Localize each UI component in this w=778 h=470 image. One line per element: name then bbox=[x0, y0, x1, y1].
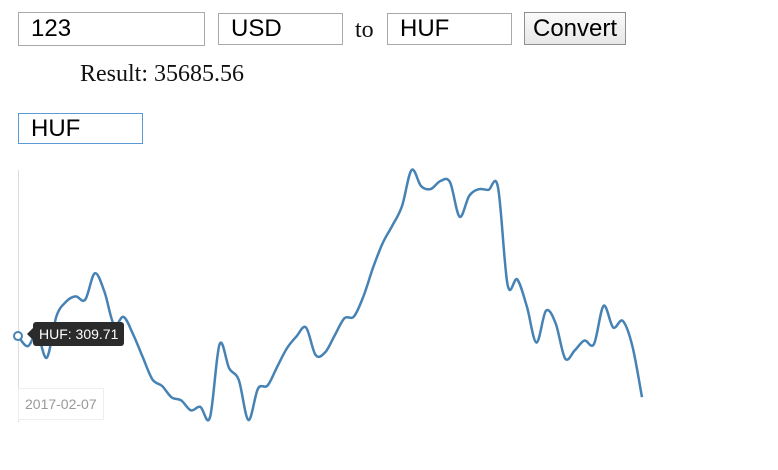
amount-input[interactable] bbox=[18, 12, 205, 46]
chart-currency-input[interactable] bbox=[18, 113, 143, 144]
hover-point-marker[interactable] bbox=[13, 331, 23, 342]
hover-date-label: 2017-02-07 bbox=[18, 388, 104, 420]
series-line-huf bbox=[17, 168, 644, 422]
rate-history-chart: HUF: 309.71 2017-02-07 bbox=[0, 160, 778, 460]
to-label: to bbox=[355, 17, 374, 43]
chart-series-group bbox=[13, 168, 644, 422]
hover-tooltip: HUF: 309.71 bbox=[26, 322, 125, 346]
chart-svg bbox=[13, 168, 644, 422]
result-label: Result: bbox=[80, 61, 149, 87]
result-value: 35685.56 bbox=[154, 61, 245, 87]
result-line: Result: 35685.56 bbox=[80, 61, 244, 88]
to-currency-input[interactable] bbox=[387, 13, 512, 45]
convert-button[interactable]: Convert bbox=[524, 12, 627, 45]
from-currency-input[interactable] bbox=[218, 13, 343, 45]
